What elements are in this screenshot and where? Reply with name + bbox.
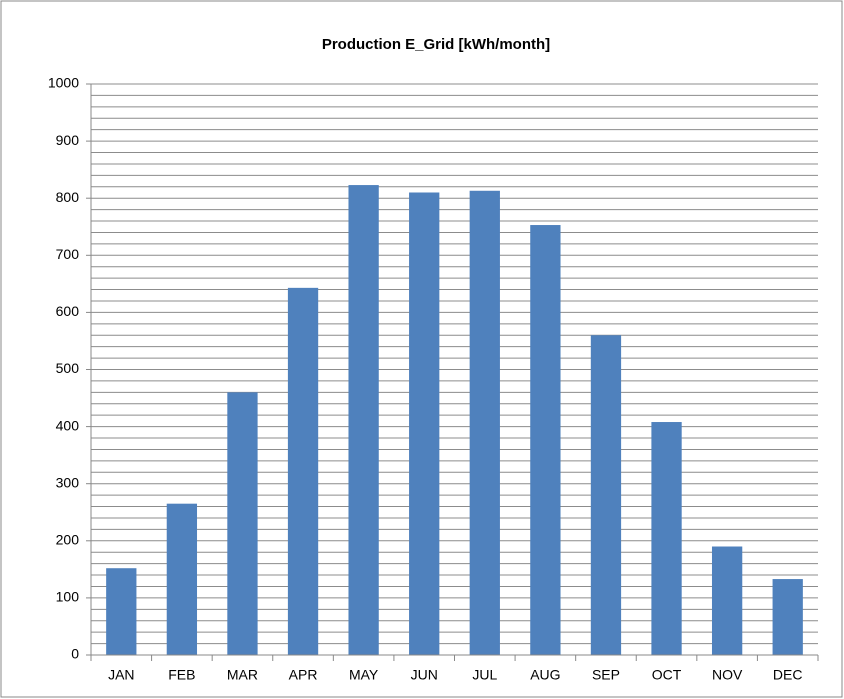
x-tick-label: NOV: [712, 667, 743, 683]
bar: [772, 579, 803, 655]
y-tick-label: 300: [56, 474, 80, 490]
x-tick-label: AUG: [530, 667, 560, 683]
bar: [590, 335, 622, 655]
x-tick-label: APR: [289, 667, 318, 683]
y-tick-label: 200: [56, 532, 80, 548]
x-tick-label: JUL: [472, 667, 497, 683]
bar: [409, 192, 440, 656]
x-tick-label: MAR: [227, 667, 258, 683]
y-tick-label: 600: [56, 303, 80, 319]
y-tick-label: 500: [56, 360, 80, 376]
x-tick-label: OCT: [652, 667, 682, 683]
x-tick-label: SEP: [592, 667, 620, 683]
bar: [227, 392, 258, 655]
y-tick-label: 800: [56, 189, 80, 205]
y-tick-label: 0: [71, 646, 79, 662]
bar: [469, 190, 500, 656]
bar: [287, 287, 319, 655]
bar: [106, 568, 137, 655]
bar: [530, 225, 561, 656]
y-tick-label: 100: [56, 589, 80, 605]
bar: [711, 546, 743, 655]
x-tick-label: JUN: [411, 667, 438, 683]
x-tick-label: DEC: [773, 667, 803, 683]
x-tick-label: MAY: [349, 667, 379, 683]
bar: [348, 185, 379, 655]
x-tick-label: FEB: [168, 667, 195, 683]
bar: [651, 422, 682, 655]
y-tick-label: 900: [56, 132, 80, 148]
bar: [166, 503, 198, 655]
y-tick-label: 400: [56, 417, 80, 433]
x-tick-label: JAN: [108, 667, 134, 683]
y-tick-label: 1000: [48, 75, 79, 91]
y-tick-label: 700: [56, 246, 80, 262]
chart-title: Production E_Grid [kWh/month]: [322, 36, 550, 53]
